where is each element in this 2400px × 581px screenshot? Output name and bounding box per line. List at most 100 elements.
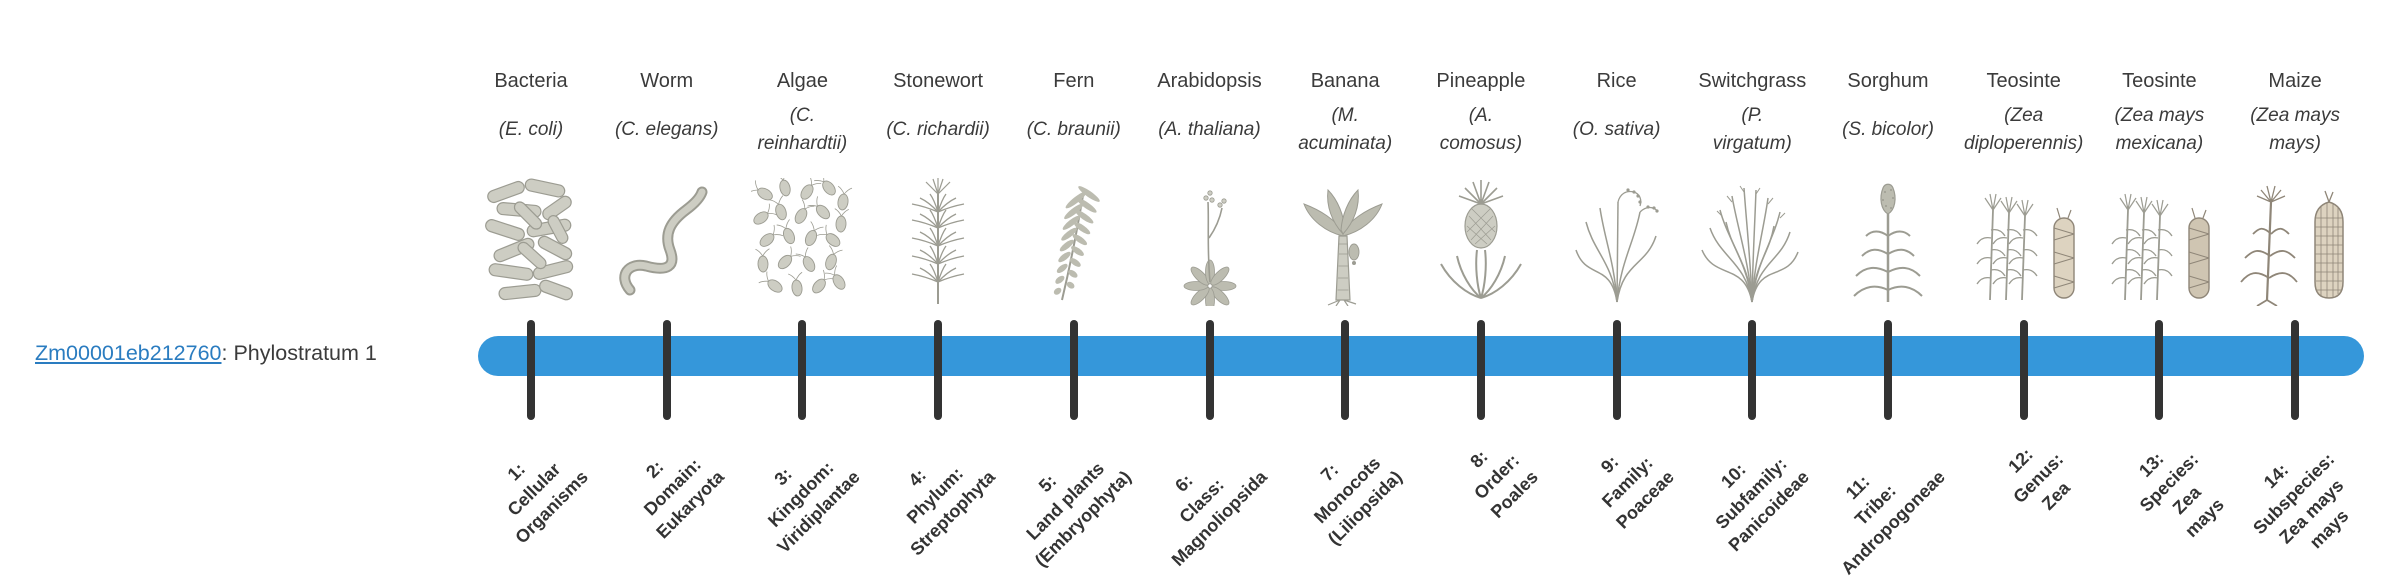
species-common-name: Rice — [1596, 70, 1637, 92]
species-common-name: Maize — [2268, 70, 2322, 92]
bacteria-icon — [456, 170, 606, 306]
species-common-name: Sorghum — [1847, 70, 1929, 92]
stratum-column-12: Teosinte (Zea diploperennis) 12: Genus: … — [1949, 0, 2099, 580]
species-common-name: Teosinte — [2122, 70, 2197, 92]
tick-mark — [1612, 320, 1621, 420]
species-scientific-name: (E. coli) — [456, 94, 606, 166]
stratum-label: 1: Cellular Organisms — [503, 459, 592, 548]
stratum-column-5: Fern (C. braunii) 5: Land plants (Embryo… — [999, 0, 1149, 580]
species-common-name: Banana — [1310, 70, 1380, 92]
species-scientific-name: (Zea mays mexicana) — [2084, 94, 2234, 166]
stratum-column-10: Switchgrass (P. virgatum) 10: Subfamily:… — [1677, 0, 1827, 580]
species-scientific-text: (Zea mays mays) — [2250, 105, 2340, 154]
stratum-label: 10: Subfamily: Panicoideae — [1711, 453, 1814, 556]
stonewort-icon — [863, 170, 1013, 306]
maize-icon — [2220, 170, 2370, 306]
species-common-name: Bacteria — [494, 70, 568, 92]
rice-icon — [1542, 170, 1692, 306]
species-scientific-text: (C. reinhardtii) — [757, 105, 848, 154]
species-scientific-text: (C. richardii) — [886, 119, 990, 140]
stratum-label: 5: Land plants (Embryophyta) — [1022, 458, 1135, 571]
stratum-label: 8: Order: Poales — [1466, 446, 1542, 522]
species-scientific-text: (C. elegans) — [614, 119, 719, 140]
stratum-label: 4: Phylum: Streptophyta — [902, 463, 1000, 560]
tick-mark — [2019, 320, 2028, 420]
species-scientific-text: (A. thaliana) — [1158, 119, 1261, 140]
species-scientific-name: (M. acuminata) — [1270, 94, 1420, 166]
tick-mark — [662, 320, 671, 420]
stratum-label: 6: Class: Magnoliopsida — [1167, 466, 1271, 571]
species-scientific-text: (Zea mays mexicana) — [2114, 105, 2205, 154]
stratum-column-3: Algae (C. reinhardtii) 3: Kingdom: Virid… — [727, 0, 877, 580]
stratum-column-11: Sorghum (S. bicolor) 11: Tribe: Andropog… — [1813, 0, 1963, 580]
species-scientific-text: (Zea diploperennis) — [1964, 105, 2084, 154]
stratum-column-14: Maize (Zea mays mays) 14: Subspecies: Ze… — [2220, 0, 2370, 580]
stratum-column-9: Rice (O. sativa) 9: Family: Poaceae — [1542, 0, 1692, 580]
teosinte-diploperennis-icon — [1949, 170, 2099, 306]
algae-icon — [727, 170, 877, 306]
species-scientific-name: (P. virgatum) — [1677, 94, 1827, 166]
stratum-column-7: Banana (M. acuminata) 7: Monocots (Lilio… — [1270, 0, 1420, 580]
species-scientific-text: (M. acuminata) — [1298, 105, 1393, 154]
stratum-column-13: Teosinte (Zea mays mexicana) 13: Species… — [2084, 0, 2234, 580]
arabidopsis-icon — [1135, 170, 1285, 306]
stratum-column-8: Pineapple (A. comosus) 8: Order: Poales — [1406, 0, 1556, 580]
species-scientific-text: (P. virgatum) — [1712, 105, 1792, 154]
gene-id-link[interactable]: Zm00001eb212760 — [35, 341, 222, 365]
species-common-name: Arabidopsis — [1157, 70, 1262, 92]
species-scientific-name: (C. braunii) — [999, 94, 1149, 166]
stratum-label: 9: Family: Poaceae — [1596, 451, 1678, 533]
species-common-name: Fern — [1053, 70, 1095, 92]
species-common-name: Algae — [776, 70, 828, 92]
teosinte-mexicana-icon — [2084, 170, 2234, 306]
tick-mark — [1069, 320, 1078, 420]
tick-mark — [1341, 320, 1350, 420]
tick-mark — [934, 320, 943, 420]
pineapple-icon — [1406, 170, 1556, 306]
stratum-column-4: Stonewort (C. richardii) 4: Phylum: Stre… — [863, 0, 1013, 580]
gene-label: Zm00001eb212760: Phylostratum 1 — [35, 341, 377, 366]
stratum-label: 2: Domain: Eukaryota — [639, 454, 728, 543]
fern-icon — [999, 170, 1149, 306]
species-common-name: Stonewort — [893, 70, 984, 92]
stratum-column-6: Arabidopsis (A. thaliana) 6: Class: Magn… — [1135, 0, 1285, 580]
tick-mark — [2291, 320, 2300, 420]
species-scientific-name: (C. richardii) — [863, 94, 1013, 166]
tick-mark — [527, 320, 535, 420]
species-scientific-name: (S. bicolor) — [1813, 94, 1963, 166]
species-common-name: Switchgrass — [1698, 70, 1807, 92]
tick-mark — [1884, 320, 1892, 420]
switchgrass-icon — [1677, 170, 1827, 306]
species-common-name: Pineapple — [1436, 70, 1526, 92]
species-scientific-name: (A. comosus) — [1406, 94, 1556, 166]
stratum-column-2: Worm (C. elegans) 2: Domain: Eukaryota — [592, 0, 742, 580]
banana-icon — [1270, 170, 1420, 306]
species-scientific-name: (Zea mays mays) — [2220, 94, 2370, 166]
species-scientific-text: (C. braunii) — [1026, 119, 1121, 140]
species-common-name: Teosinte — [1986, 70, 2061, 92]
stratum-label: 12: Genus: Zea — [2003, 444, 2074, 514]
timeline-bar — [478, 336, 2364, 376]
species-scientific-text: (A. comosus) — [1439, 105, 1523, 154]
sorghum-icon — [1813, 170, 1963, 306]
stratum-label: 7: Monocots (Liliopsida) — [1310, 452, 1407, 549]
species-scientific-name: (C. reinhardtii) — [727, 94, 877, 166]
species-scientific-name: (O. sativa) — [1542, 94, 1692, 166]
stratum-label: 11: Tribe: Andropogoneae — [1837, 466, 1949, 579]
tick-mark — [2155, 320, 2164, 420]
stratum-column-1: Bacteria (E. coli) 1: Cellular Organisms — [456, 0, 606, 580]
worm-icon — [592, 170, 742, 306]
tick-mark — [1748, 320, 1757, 420]
stratum-label: 3: Kingdom: Viridiplantae — [763, 457, 864, 558]
species-scientific-name: (Zea diploperennis) — [1949, 94, 2099, 166]
tick-mark — [798, 320, 807, 420]
stratum-label: 14: Subspecies: Zea mays mays — [2249, 449, 2353, 553]
species-scientific-name: (A. thaliana) — [1135, 94, 1285, 166]
species-scientific-name: (C. elegans) — [592, 94, 742, 166]
tick-mark — [1476, 320, 1485, 420]
species-scientific-text: (E. coli) — [498, 119, 564, 140]
species-scientific-text: (S. bicolor) — [1842, 119, 1934, 140]
species-scientific-text: (O. sativa) — [1572, 119, 1661, 140]
tick-mark — [1205, 320, 1214, 420]
